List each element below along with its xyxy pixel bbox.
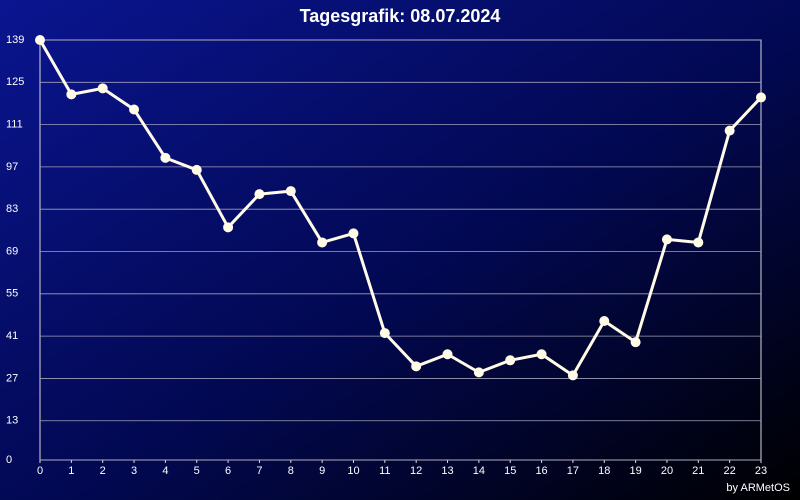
credit: by ARMetOS <box>726 482 790 494</box>
data-point <box>661 234 672 245</box>
x-tick-label: 11 <box>379 465 390 477</box>
x-tick-label: 6 <box>225 465 231 477</box>
y-tick-label: 139 <box>6 34 24 46</box>
x-tick-label: 0 <box>37 465 43 477</box>
y-tick-label: 111 <box>6 119 23 131</box>
x-tick-label: 3 <box>131 465 137 477</box>
x-tick-label: 16 <box>535 465 547 477</box>
data-point <box>567 370 578 381</box>
x-tick-label: 9 <box>319 465 325 477</box>
data-point <box>724 125 735 136</box>
x-tick-label: 8 <box>288 465 294 477</box>
data-point <box>254 189 265 200</box>
x-tick-label: 13 <box>441 465 453 477</box>
x-tick-label: 17 <box>567 465 579 477</box>
data-point <box>223 222 234 233</box>
data-point <box>473 367 484 378</box>
data-point <box>442 349 453 360</box>
data-line <box>38 39 763 377</box>
data-point <box>66 89 77 100</box>
x-tick-label: 23 <box>755 465 767 477</box>
x-tick-label: 20 <box>661 465 673 477</box>
y-tick-label: 125 <box>6 76 24 88</box>
data-point <box>35 35 45 45</box>
x-tick-label: 12 <box>410 465 422 477</box>
x-tick-label: 1 <box>68 465 74 477</box>
y-tick-label: 55 <box>6 288 18 300</box>
x-tick-label: 21 <box>692 465 704 477</box>
data-point <box>599 316 610 327</box>
x-tick-label: 4 <box>162 465 168 477</box>
y-tick-label: 69 <box>6 245 18 257</box>
data-point <box>129 104 140 115</box>
data-point <box>191 164 202 175</box>
x-tick-label: 15 <box>504 465 516 477</box>
x-tick-label: 7 <box>256 465 262 477</box>
data-point <box>411 361 422 372</box>
data-point <box>348 228 359 239</box>
data-point <box>505 355 516 366</box>
y-tick-label: 83 <box>6 203 18 215</box>
data-point <box>160 152 171 163</box>
data-point <box>379 328 390 339</box>
y-tick-label: 13 <box>6 415 18 427</box>
data-point <box>317 237 328 248</box>
data-point <box>630 337 641 348</box>
y-tick-label: 41 <box>6 330 18 342</box>
data-point <box>97 83 108 94</box>
x-tick-label: 5 <box>194 465 200 477</box>
data-point <box>285 186 296 197</box>
y-tick-label: 27 <box>6 372 18 384</box>
y-tick-label: 0 <box>6 454 12 466</box>
data-point <box>693 237 704 248</box>
chart-title: Tagesgrafik: 08.07.2024 <box>300 6 501 26</box>
x-tick-label: 19 <box>629 465 641 477</box>
y-tick-label: 97 <box>6 161 18 173</box>
data-point <box>536 349 547 360</box>
x-tick-label: 18 <box>598 465 610 477</box>
x-tick-label: 2 <box>100 465 106 477</box>
data-point <box>756 92 766 103</box>
x-tick-label: 10 <box>347 465 359 477</box>
x-tick-label: 14 <box>473 465 485 477</box>
x-tick-label: 22 <box>724 465 736 477</box>
